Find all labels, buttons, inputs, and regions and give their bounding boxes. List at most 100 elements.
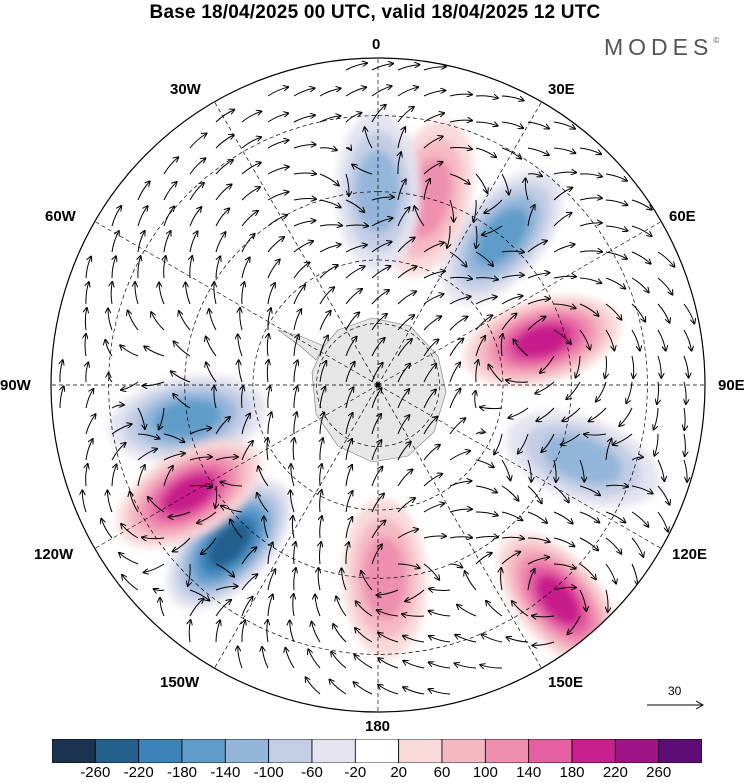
- lon-label-30w: 30W: [170, 81, 201, 98]
- wind-vector-300: [241, 441, 253, 461]
- wind-vector-458: [285, 648, 295, 669]
- wind-vector-130: [215, 256, 220, 279]
- wind-vector-257: [371, 388, 382, 409]
- wind-vector-40: [501, 147, 521, 159]
- wind-vector-102: [631, 225, 652, 236]
- wind-vector-220: [60, 360, 63, 383]
- wind-vector-29: [215, 135, 234, 149]
- wind-vector-411: [294, 568, 296, 591]
- wind-vector-38: [449, 148, 472, 150]
- wind-vector-354: [423, 503, 444, 513]
- colorbar-swatch-14: [658, 739, 702, 763]
- wind-vector-399: [501, 552, 520, 565]
- wind-vector-337: [579, 485, 600, 495]
- wind-vector-341: [82, 490, 87, 513]
- wind-vector-261: [475, 391, 476, 409]
- wind-vector-425: [189, 599, 203, 617]
- wind-vector-264: [536, 407, 555, 421]
- wind-vector-151: [159, 283, 165, 305]
- wind-vector-127: [138, 256, 141, 279]
- lon-label-30e: 30E: [548, 81, 575, 98]
- wind-vector-313: [579, 459, 584, 482]
- wind-vector-246: [85, 389, 93, 409]
- wind-vector-172: [85, 308, 86, 331]
- wind-vector-3: [423, 67, 446, 71]
- wind-vector-188: [501, 314, 517, 331]
- wind-vector-112: [345, 245, 367, 253]
- wind-vector-19: [345, 113, 361, 123]
- wind-vector-54: [423, 162, 442, 175]
- wind-vector-142: [527, 273, 549, 279]
- wind-vector-452: [455, 635, 477, 643]
- wind-vector-439: [532, 616, 555, 617]
- wind-vector-347: [221, 506, 243, 513]
- wind-vector-293: [684, 433, 685, 456]
- wind-vector-70: [345, 199, 364, 212]
- wind-vector-213: [513, 339, 529, 357]
- wind-vector-297: [163, 453, 185, 461]
- wind-vector-466: [480, 665, 503, 668]
- wind-vector-319: [111, 464, 117, 487]
- wind-vector-447: [333, 624, 347, 643]
- wind-vector-41: [527, 147, 549, 155]
- latitude-circle-2: [252, 259, 504, 511]
- wind-vector-323: [215, 485, 216, 508]
- wind-vector-435: [429, 611, 451, 617]
- wind-vector-412: [318, 568, 320, 591]
- wind-vector-26: [527, 121, 549, 129]
- wind-vector-309: [475, 459, 494, 467]
- wind-vector-66: [241, 187, 260, 201]
- wind-vector-268: [654, 407, 659, 430]
- wind-vector-367: [173, 537, 191, 552]
- wind-vector-50: [319, 173, 339, 185]
- colorbar-tick-label: -100: [253, 764, 284, 781]
- wind-vector-303: [320, 438, 323, 461]
- wind-vector-64: [189, 183, 204, 201]
- wind-vector-271: [111, 424, 132, 435]
- wind-vector-332: [449, 481, 471, 487]
- wind-vector-62: [137, 181, 150, 201]
- wind-vector-253: [268, 386, 270, 409]
- wind-vector-365: [121, 524, 139, 539]
- wind-vector-444: [267, 620, 268, 643]
- meridian-120: [377, 384, 662, 549]
- lon-label-150w: 150W: [160, 674, 200, 691]
- wind-vector-430: [315, 595, 321, 617]
- wind-vector-111: [319, 244, 341, 253]
- wind-vector-135: [345, 266, 365, 279]
- wind-vector-189: [527, 317, 545, 331]
- wind-vector-14: [215, 110, 234, 123]
- wind-vector-372: [320, 516, 322, 539]
- wind-vector-153: [214, 282, 216, 305]
- lon-label-90w: 90W: [0, 377, 31, 394]
- wind-vector-238: [506, 380, 529, 382]
- wind-vector-15: [241, 111, 261, 123]
- wind-vector-92: [371, 218, 393, 227]
- wind-vector-338: [605, 485, 628, 486]
- wind-vector-35: [365, 127, 373, 149]
- colorbar-swatch-1: [94, 739, 140, 763]
- wind-vector-400: [527, 557, 549, 565]
- wind-vector-307: [423, 445, 440, 461]
- lon-label-0: 0: [372, 36, 381, 53]
- wind-vector-4: [267, 87, 288, 97]
- wind-vector-398: [475, 553, 492, 565]
- wind-vector-351: [345, 491, 353, 513]
- wind-vector-344: [148, 497, 165, 513]
- wind-vector-107: [215, 232, 225, 253]
- wind-vector-159: [371, 290, 389, 305]
- wind-vector-184: [397, 315, 414, 331]
- wind-vector-82: [111, 206, 121, 227]
- wind-vector-455: [532, 641, 555, 645]
- wind-vector-113: [371, 242, 391, 253]
- wind-vector-255: [319, 387, 325, 409]
- wind-vector-134: [319, 265, 338, 279]
- wind-vector-403: [605, 563, 616, 584]
- wind-vector-457: [262, 647, 269, 669]
- wind-vector-93: [397, 207, 410, 227]
- wind-vector-408: [215, 586, 238, 591]
- colorbar-tick-label: 140: [516, 764, 542, 781]
- wind-vector-274: [189, 428, 211, 435]
- meridian-240: [94, 384, 379, 549]
- colorbar-swatch-11: [528, 739, 573, 763]
